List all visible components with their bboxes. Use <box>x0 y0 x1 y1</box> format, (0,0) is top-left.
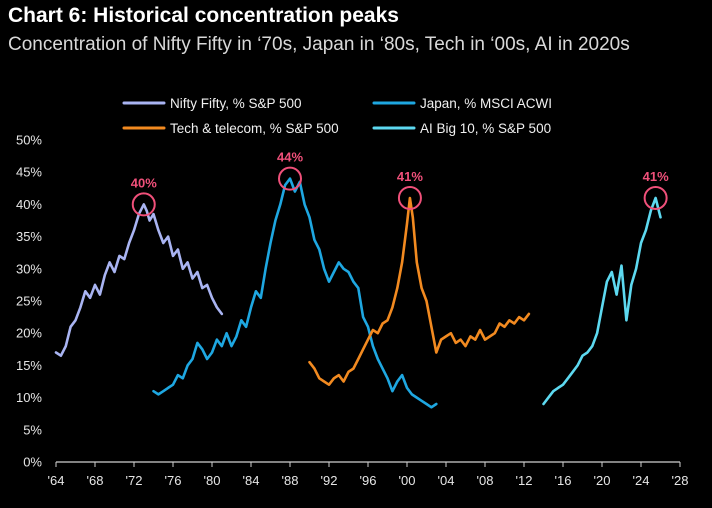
legend-label-nifty-fifty-s-p-500: Nifty Fifty, % S&P 500 <box>170 96 302 111</box>
x-tick-label: '96 <box>360 473 377 488</box>
x-tick-label: '68 <box>87 473 104 488</box>
y-tick-label: 30% <box>16 261 42 276</box>
y-tick-label: 35% <box>16 229 42 244</box>
x-tick-label: '72 <box>126 473 143 488</box>
chart-subtitle: Concentration of Nifty Fifty in ‘70s, Ja… <box>8 34 630 55</box>
y-tick-label: 5% <box>23 422 42 437</box>
peak-circle <box>643 185 668 210</box>
series-line-tech-telecom-s-p-500 <box>308 196 531 387</box>
y-tick-label: 25% <box>16 294 42 309</box>
y-tick-label: 0% <box>23 455 42 470</box>
x-tick-label: '76 <box>165 473 182 488</box>
x-tick-label: '92 <box>321 473 338 488</box>
peak-label: 44% <box>277 150 303 165</box>
x-tick-label: '84 <box>243 473 260 488</box>
x-tick-label: '80 <box>204 473 221 488</box>
x-tick-label: '00 <box>399 473 416 488</box>
x-tick-label: '12 <box>516 473 533 488</box>
x-axis: '64 '68 '72 '76 '80 '84 '88 '92 '96 '00 '04 '08 '12 '… <box>48 461 689 488</box>
series-line-nifty-fifty-s-p-500 <box>54 203 224 358</box>
y-axis: 0% 5% 10% 15% 20% 25% 30% 35% 40% 45% 50% <box>16 133 42 470</box>
peak-circle <box>278 166 302 191</box>
x-tick-label: '64 <box>48 473 65 488</box>
legend-label-tech-telecom-s-p-500: Tech & telecom, % S&P 500 <box>170 121 339 136</box>
y-tick-label: 20% <box>16 326 42 341</box>
peak-circle <box>397 185 422 210</box>
peak-label: 41% <box>397 169 423 184</box>
x-tick-label: '16 <box>555 473 572 488</box>
y-tick-label: 50% <box>16 133 42 148</box>
x-tick-label: '04 <box>438 473 455 488</box>
y-tick-label: 10% <box>16 390 42 405</box>
legend-label-japan-msci-acwi: Japan, % MSCI ACWI <box>420 96 552 111</box>
y-tick-label: 40% <box>16 197 42 212</box>
legend: Nifty Fifty, % S&P 500 Japan, % MSCI ACWI… <box>122 96 552 136</box>
y-tick-label: 15% <box>16 358 42 373</box>
x-tick-label: '24 <box>633 473 650 488</box>
peak-label: 40% <box>131 175 157 190</box>
peak-annotations: 40% 44% 41% 41% <box>131 150 669 217</box>
chart-title: Chart 6: Historical concentration peaks <box>8 4 399 27</box>
x-tick-label: '88 <box>282 473 299 488</box>
x-tick-label: '28 <box>672 473 689 488</box>
series-layer <box>54 177 662 409</box>
peak-label: 41% <box>643 169 669 184</box>
x-tick-label: '20 <box>594 473 611 488</box>
x-tick-label: '08 <box>477 473 494 488</box>
peak-circle <box>131 192 156 217</box>
legend-label-ai-big-10-s-p-500: AI Big 10, % S&P 500 <box>420 121 551 136</box>
y-tick-label: 45% <box>16 165 42 180</box>
series-line-japan-msci-acwi <box>152 177 438 409</box>
series-line-ai-big-10-s-p-500 <box>542 196 662 406</box>
